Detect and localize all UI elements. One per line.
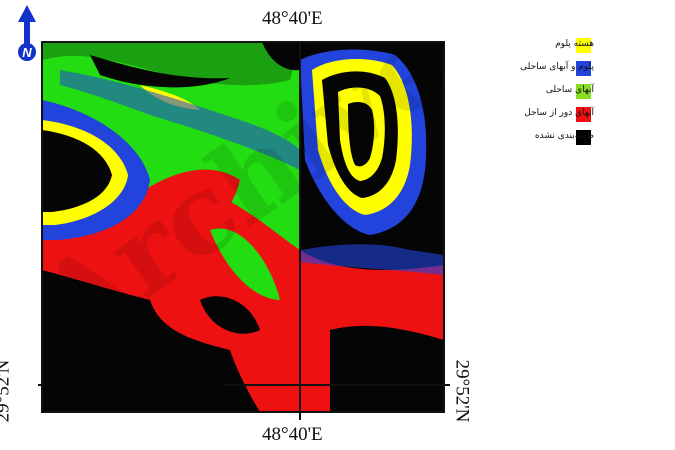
legend-item-coastal-water: آبهای ساحلی <box>546 82 666 105</box>
legend-swatch <box>576 130 591 145</box>
legend-label: آبهای دور از ساحل <box>524 108 594 118</box>
legend-label: طبقه‌بندی نشده <box>534 131 594 141</box>
bottom-longitude-label: 48°40'E <box>262 424 323 445</box>
north-arrow-icon: N <box>18 5 36 61</box>
legend-item-unclassified: طبقه‌بندی نشده <box>535 128 666 151</box>
legend-item-plume-coastal: پلوم و آبهای ساحلی <box>520 59 666 82</box>
right-latitude-label: 29°52'N <box>451 359 473 423</box>
top-longitude-label: 48°40'E <box>262 8 323 29</box>
map-frame <box>41 41 445 413</box>
north-label: N <box>22 45 32 60</box>
legend-label: پلوم و آبهای ساحلی <box>520 62 594 72</box>
left-latitude-label: 29°52'N <box>0 359 14 423</box>
legend-swatch <box>576 107 591 122</box>
legend-label: هسته پلوم <box>555 39 594 49</box>
map-raster <box>42 42 444 412</box>
legend-swatch <box>576 38 591 53</box>
legend-item-offshore-water: آبهای دور از ساحل <box>524 105 666 128</box>
legend-swatch <box>576 84 591 99</box>
legend: هسته پلوم پلوم و آبهای ساحلی آبهای ساحلی… <box>520 36 666 151</box>
legend-label: آبهای ساحلی <box>545 85 594 95</box>
legend-item-plume-core: هسته پلوم <box>546 36 666 59</box>
legend-swatch <box>576 61 591 76</box>
